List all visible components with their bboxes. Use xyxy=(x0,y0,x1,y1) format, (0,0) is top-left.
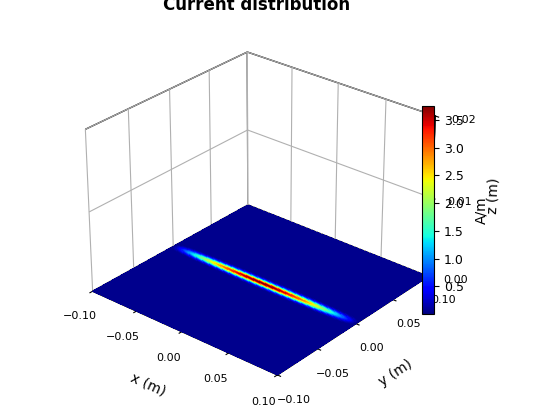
Y-axis label: y (m): y (m) xyxy=(376,357,414,389)
Y-axis label: A/m: A/m xyxy=(475,196,489,224)
X-axis label: x (m): x (m) xyxy=(129,371,168,399)
Title: Current distribution: Current distribution xyxy=(163,0,350,14)
